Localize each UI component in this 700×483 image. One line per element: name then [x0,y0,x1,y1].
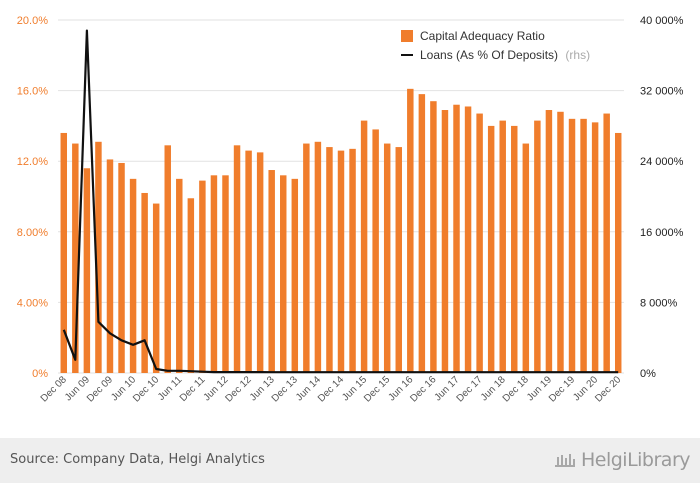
helgi-library-logo: HelgiLibrary [554,446,691,474]
bar-7 [141,192,148,373]
bar-19 [280,175,287,373]
right-axis-tick-5: 40 000% [640,15,684,27]
bar-1 [72,143,79,373]
bar-44 [568,118,576,373]
bar-4 [106,159,114,373]
bar-29 [395,147,402,373]
left-axis-tick-3: 12.0% [17,156,48,168]
bar-23 [326,147,333,373]
right-axis-tick-4: 32 000% [640,86,684,98]
legend: Capital Adequacy Ratio Loans (As % Of De… [401,29,590,62]
x-axis-tick-12: Dec 14 [316,374,346,404]
bar-32 [430,101,437,373]
left-axis-tick-5: 20.0% [17,15,48,27]
bar-39 [511,125,518,374]
legend-label-loans-suffix: (rhs) [565,48,590,62]
bar-35 [464,106,472,374]
bar-20 [291,178,299,373]
line-series-loans [62,29,619,374]
bar-18 [268,170,275,373]
x-axis-tick-8: Dec 12 [224,374,254,404]
bar-36 [476,113,483,374]
legend-label-loans-name: Loans (As % Of Deposits) [420,48,558,62]
bar-43 [557,111,564,373]
bar-6 [129,178,137,373]
bar-21 [303,143,310,373]
left-axis-tick-1: 4.00% [17,297,48,309]
x-axis-tick-18: Dec 17 [455,374,485,404]
bar-3 [95,141,102,373]
bar-42 [545,110,553,373]
x-axis-tick-16: Dec 16 [408,374,438,404]
x-axis-tick-6: Dec 11 [178,374,208,404]
bar-9 [164,145,171,373]
right-axis-tick-labels: 0% 8 000% 16 000% 24 000% 32 000% 40 000% [640,15,684,380]
bar-5 [118,162,125,373]
legend-label-capital-adequacy: Capital Adequacy Ratio [420,29,545,43]
bar-30 [407,88,414,374]
bar-25 [349,148,356,373]
bar-12 [199,180,206,373]
bar-17 [256,152,264,373]
bar-0 [60,132,68,373]
bar-47 [603,113,610,374]
bar-48 [614,132,622,373]
footer: Source: Company Data, Helgi Analytics He… [0,438,700,483]
bar-2 [83,168,91,373]
bar-26 [360,120,368,373]
left-axis-tick-4: 16.0% [17,86,48,98]
bar-8 [152,203,160,373]
library-building-icon [554,454,575,467]
bar-15 [233,145,241,373]
x-axis-tick-22: Dec 19 [547,374,577,404]
left-axis-tick-0: 0% [32,368,48,380]
bar-10 [176,178,183,373]
bar-24 [337,150,345,373]
x-axis-tick-2: Dec 09 [85,374,115,404]
bar-27 [372,129,379,373]
bar-37 [487,125,495,374]
x-axis-tick-24: Dec 20 [593,374,623,404]
bar-41 [534,120,541,373]
bar-16 [245,150,252,373]
bar-33 [441,110,449,373]
bar-45 [580,118,587,373]
right-axis-tick-0: 0% [640,368,656,380]
x-axis-tick-20: Dec 18 [501,374,531,404]
bar-31 [418,94,426,373]
logo-text: HelgiLibrary [580,449,691,471]
bar-13 [210,175,218,373]
left-axis-tick-2: 8.00% [17,227,48,239]
bar-40 [522,143,530,373]
bar-38 [499,120,506,373]
bar-28 [383,143,391,373]
x-axis-tick-14: Dec 15 [362,374,392,404]
right-axis-tick-2: 16 000% [640,227,684,239]
x-axis-tick-10: Dec 13 [270,374,300,404]
bar-34 [453,104,460,373]
left-axis-tick-labels: 0% 4.00% 8.00% 12.0% 16.0% 20.0% [17,15,48,380]
right-axis-tick-3: 24 000% [640,156,684,168]
loans-line [62,29,619,374]
right-axis-tick-1: 8 000% [640,297,678,309]
source-note: Source: Company Data, Helgi Analytics [10,452,265,467]
bar-14 [222,175,229,373]
legend-label-loans: Loans (As % Of Deposits) (rhs) [420,48,590,62]
legend-swatch-capital-adequacy [401,30,413,42]
bar-46 [591,122,599,374]
bar-22 [314,141,322,373]
bar-series-capital-adequacy [60,88,622,374]
x-axis-tick-4: Dec 10 [131,374,161,404]
bar-11 [187,198,195,373]
chart: 0% 4.00% 8.00% 12.0% 16.0% 20.0% 0% 8 000% 16 0… [17,15,684,405]
